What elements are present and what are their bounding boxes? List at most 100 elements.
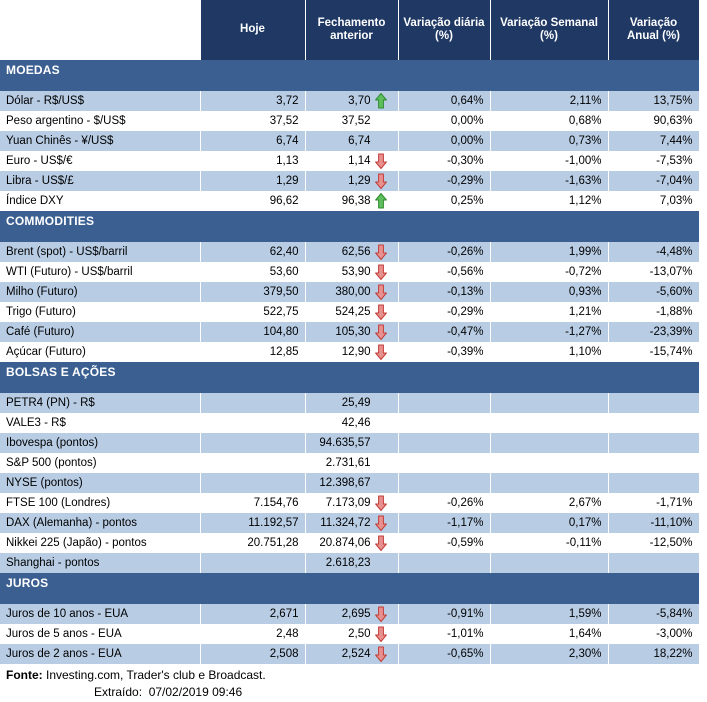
arrow-down-icon: [374, 645, 388, 663]
cell-variacao-anual: -1,88%: [608, 302, 700, 322]
cell-variacao-anual: -5,60%: [608, 282, 700, 302]
section-title: BOLSAS E AÇÕES: [0, 362, 699, 393]
cell-variacao-semanal: [490, 393, 609, 413]
table-row[interactable]: Euro - US$/€ 1,13 1,14 -0,30% -1,00% -7,53%: [0, 151, 700, 171]
row-label: Yuan Chinês - ¥/US$: [0, 131, 201, 151]
market-data-table: Hoje Fechamento anterior Variação diária…: [0, 0, 700, 664]
cell-fechamento-anterior: 62,56: [305, 242, 399, 262]
cell-hoje: 37,52: [200, 111, 306, 131]
cell-hoje: [200, 473, 306, 493]
table-row[interactable]: Brent (spot) - US$/barril 62,40 62,56 -0,26…: [0, 242, 700, 262]
cell-variacao-semanal: -1,63%: [490, 171, 609, 191]
cell-hoje: 2,671: [200, 604, 306, 624]
cell-hoje: [200, 393, 306, 413]
cell-variacao-anual: -11,10%: [608, 513, 700, 533]
cell-variacao-semanal: -0,11%: [490, 533, 609, 553]
header-line-1: Variação diária: [403, 16, 485, 29]
arrow-none-placeholder: [374, 454, 388, 472]
cell-hoje: 96,62: [200, 191, 306, 211]
cell-hoje: 379,50: [200, 282, 306, 302]
cell-variacao-anual: [608, 453, 700, 473]
arrow-up-icon: [374, 92, 388, 110]
table-row[interactable]: Juros de 10 anos - EUA 2,671 2,695 -0,91% 1,…: [0, 604, 700, 624]
cell-variacao-diaria: -0,29%: [398, 171, 491, 191]
cell-variacao-anual: -1,71%: [608, 493, 700, 513]
column-header-variacao-semanal[interactable]: Variação Semanal (%): [489, 0, 609, 60]
fechamento-value: 12.398,67: [319, 477, 371, 489]
row-label: PETR4 (PN) - R$: [0, 393, 201, 413]
cell-variacao-anual: 13,75%: [608, 91, 700, 111]
row-label: WTI (Futuro) - US$/barril: [0, 262, 201, 282]
table-row[interactable]: Libra - US$/£ 1,29 1,29 -0,29% -1,63% -7,04%: [0, 171, 700, 191]
table-row[interactable]: S&P 500 (pontos) 2.731,61: [0, 453, 700, 473]
cell-fechamento-anterior: 12.398,67: [305, 473, 399, 493]
row-label: DAX (Alemanha) - pontos: [0, 513, 201, 533]
cell-fechamento-anterior: 7.173,09: [305, 493, 399, 513]
row-label: Trigo (Futuro): [0, 302, 201, 322]
row-label: Ibovespa (pontos): [0, 433, 201, 453]
cell-variacao-anual: -7,04%: [608, 171, 700, 191]
cell-fechamento-anterior: 1,14: [305, 151, 399, 171]
cell-variacao-anual: [608, 413, 700, 433]
table-row[interactable]: Nikkei 225 (Japão) - pontos 20.751,28 20.8…: [0, 533, 700, 553]
table-row[interactable]: WTI (Futuro) - US$/barril 53,60 53,90 -0,56…: [0, 262, 700, 282]
cell-variacao-semanal: 1,64%: [490, 624, 609, 644]
table-row[interactable]: Índice DXY 96,62 96,38 0,25% 1,12% 7,03%: [0, 191, 700, 211]
footer-extracted-label: Extraído:: [94, 685, 143, 700]
table-row[interactable]: Açúcar (Futuro) 12,85 12,90 -0,39% 1,10% -15,…: [0, 342, 700, 362]
table-row[interactable]: DAX (Alemanha) - pontos 11.192,57 11.324,7…: [0, 513, 700, 533]
cell-variacao-semanal: 1,12%: [490, 191, 609, 211]
cell-hoje: 1,13: [200, 151, 306, 171]
table-row[interactable]: Dólar - R$/US$ 3,72 3,70 0,64% 2,11% 13,75%: [0, 91, 700, 111]
cell-hoje: [200, 433, 306, 453]
cell-variacao-anual: -3,00%: [608, 624, 700, 644]
arrow-down-icon: [374, 172, 388, 190]
table-row[interactable]: Café (Futuro) 104,80 105,30 -0,47% -1,27% -23…: [0, 322, 700, 342]
cell-variacao-diaria: -1,01%: [398, 624, 491, 644]
fechamento-value: 1,29: [348, 175, 371, 187]
cell-variacao-anual: -13,07%: [608, 262, 700, 282]
table-row[interactable]: PETR4 (PN) - R$ 25,49: [0, 393, 700, 413]
row-label: Milho (Futuro): [0, 282, 201, 302]
table-row[interactable]: Yuan Chinês - ¥/US$ 6,74 6,74 0,00% 0,73% 7,4…: [0, 131, 700, 151]
cell-variacao-diaria: [398, 433, 491, 453]
cell-hoje: [200, 553, 306, 573]
cell-hoje: 7.154,76: [200, 493, 306, 513]
footer-extracted-value: 07/02/2019 09:46: [148, 685, 243, 700]
table-row[interactable]: Milho (Futuro) 379,50 380,00 -0,13% 0,93% -5,…: [0, 282, 700, 302]
arrow-down-icon: [374, 494, 388, 512]
column-header-variacao-anual[interactable]: Variação Anual (%): [607, 0, 700, 60]
cell-variacao-diaria: 0,00%: [398, 111, 491, 131]
header-line-1: Variação Semanal: [500, 16, 598, 29]
table-row[interactable]: FTSE 100 (Londres) 7.154,76 7.173,09 -0,26%…: [0, 493, 700, 513]
header-line-2: anterior: [330, 30, 373, 42]
cell-fechamento-anterior: 105,30: [305, 322, 399, 342]
table-row[interactable]: Juros de 2 anos - EUA 2,508 2,524 -0,65% 2,3…: [0, 644, 700, 664]
cell-variacao-semanal: 1,21%: [490, 302, 609, 322]
section-header-row: JUROS: [0, 573, 699, 604]
cell-variacao-anual: -4,48%: [608, 242, 700, 262]
footer-source-text: Investing.com, Trader's club e Broadcast…: [42, 668, 266, 682]
table-row[interactable]: Trigo (Futuro) 522,75 524,25 -0,29% 1,21% -1,…: [0, 302, 700, 322]
cell-variacao-semanal: -0,72%: [490, 262, 609, 282]
table-row[interactable]: Ibovespa (pontos) 94.635,57: [0, 433, 700, 453]
table-row[interactable]: Shanghai - pontos 2.618,23: [0, 553, 700, 573]
fechamento-value: 2.618,23: [325, 557, 371, 569]
footer: Fonte: Investing.com, Trader's club e Br…: [0, 667, 707, 702]
column-header-fechamento-anterior[interactable]: Fechamento anterior: [304, 0, 399, 60]
cell-fechamento-anterior: 96,38: [305, 191, 399, 211]
cell-variacao-anual: [608, 473, 700, 493]
column-header-variacao-diaria[interactable]: Variação diária (%): [397, 0, 491, 60]
fechamento-value: 2,524: [341, 648, 371, 660]
table-row[interactable]: NYSE (pontos) 12.398,67: [0, 473, 700, 493]
table-row[interactable]: VALE3 - R$ 42,46: [0, 413, 700, 433]
fechamento-value: 94.635,57: [319, 437, 371, 449]
table-row[interactable]: Juros de 5 anos - EUA 2,48 2,50 -1,01% 1,64%…: [0, 624, 700, 644]
row-label: Índice DXY: [0, 191, 201, 211]
cell-hoje: [200, 413, 306, 433]
table-row[interactable]: Peso argentino - $/US$ 37,52 37,52 0,00% 0,6…: [0, 111, 700, 131]
column-header-hoje[interactable]: Hoje: [199, 0, 306, 60]
cell-variacao-anual: -7,53%: [608, 151, 700, 171]
header-blank-cell: [0, 0, 200, 60]
fechamento-value: 7.173,09: [325, 497, 371, 509]
